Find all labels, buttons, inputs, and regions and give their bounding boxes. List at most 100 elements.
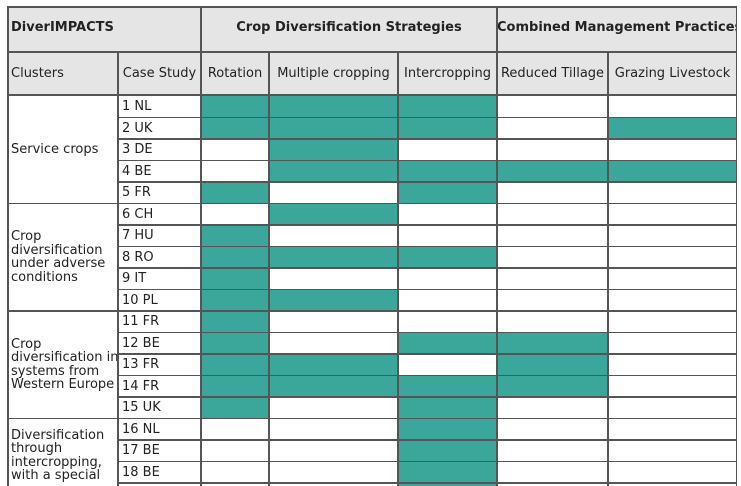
grid-line: [200, 6, 202, 486]
grid-line: [118, 116, 737, 119]
grid-line: [118, 331, 737, 334]
cluster-label: Diversification: [11, 427, 105, 443]
filled-cell: [398, 375, 497, 397]
cluster-label: conditions: [11, 269, 78, 285]
case-study-label: 14 FR: [122, 378, 160, 394]
grid-line: [118, 267, 737, 269]
case-study-label: 3 DE: [122, 142, 153, 157]
cluster-label: under adverse: [11, 256, 106, 272]
case-study-label: 2 UK: [122, 120, 153, 136]
filled-cell: [398, 182, 497, 204]
grid-line: [118, 224, 737, 226]
column-reduced-tillage: Reduced Tillage: [500, 66, 605, 81]
grid-line: [117, 52, 119, 486]
column-multiple-cropping: Multiple cropping: [277, 66, 390, 81]
filled-cell: [201, 375, 269, 397]
filled-cell: [201, 117, 269, 139]
grid-line: [118, 353, 737, 355]
filled-cell: [201, 268, 269, 290]
filled-cell: [608, 160, 737, 182]
cluster-label: Crop: [11, 229, 42, 245]
column-intercropping: Intercropping: [404, 66, 491, 81]
grid-line: [7, 6, 9, 486]
strategies-table: DiverIMPACTS Crop Diversification Strateg…: [7, 6, 737, 486]
filled-cell: [398, 160, 497, 182]
filled-cell: [497, 375, 608, 397]
cluster-label: intercropping,: [11, 454, 102, 470]
filled-cell: [269, 289, 398, 311]
case-study-label: 17 BE: [122, 443, 160, 458]
grid-line: [7, 417, 737, 420]
filled-cell: [269, 117, 398, 139]
filled-cell: [269, 246, 398, 268]
case-study-label: 16 NL: [122, 421, 160, 437]
filled-cell: [398, 483, 497, 486]
case-study-label: 1 NL: [122, 99, 152, 114]
cluster-label: through: [11, 441, 63, 456]
case-study-label: 10 PL: [122, 292, 158, 308]
case-study-label: 9 IT: [122, 271, 147, 286]
case-study-label: 18 BE: [122, 464, 160, 480]
grid-line: [268, 52, 270, 486]
filled-cell: [398, 397, 497, 419]
filled-cell: [201, 332, 269, 354]
cluster-label: with a special: [11, 468, 101, 483]
grid-line: [7, 202, 737, 205]
case-study-label: 15 UK: [122, 400, 161, 415]
grid-line: [7, 51, 737, 53]
grid-line: [118, 396, 737, 398]
grid-line: [118, 245, 737, 248]
cluster-label: diversification in: [11, 350, 119, 366]
cluster-label: systems from: [11, 363, 100, 379]
filled-cell: [201, 397, 269, 419]
grid-line: [118, 181, 737, 183]
filled-cell: [201, 246, 269, 268]
filled-cell: [269, 96, 398, 118]
case-study-label: 12 BE: [122, 335, 160, 351]
grid-line: [118, 159, 737, 162]
filled-cell: [398, 96, 497, 118]
grid-line: [735, 6, 737, 486]
filled-cell: [269, 139, 398, 161]
cluster-label: Service crops: [11, 142, 99, 157]
filled-cell: [201, 289, 269, 311]
case-study-label: 13 FR: [122, 357, 160, 372]
filled-cell: [269, 375, 398, 397]
column-rotation: Rotation: [207, 66, 263, 81]
case-study-label: 11 FR: [122, 314, 160, 329]
grid-line: [496, 6, 498, 486]
grid-line: [607, 52, 609, 486]
cluster-label: diversification: [11, 242, 103, 258]
filled-cell: [398, 332, 497, 354]
grid-line: [397, 52, 399, 486]
grid-line: [118, 439, 737, 441]
filled-cell: [269, 203, 398, 225]
case-study-label: 5 FR: [122, 185, 151, 200]
filled-cell: [398, 440, 497, 462]
grid-line: [118, 460, 737, 463]
grid-line: [7, 94, 737, 96]
filled-cell: [269, 160, 398, 182]
cluster-label: Crop: [11, 336, 42, 352]
grid-line: [7, 310, 737, 312]
case-study-label: 4 BE: [122, 163, 152, 179]
group-crop-diversification: Crop Diversification Strategies: [236, 20, 462, 35]
column-clusters: Clusters: [11, 66, 64, 81]
filled-cell: [201, 354, 269, 376]
filled-cell: [497, 332, 608, 354]
grid-line: [118, 288, 737, 291]
grid-line: [118, 482, 737, 484]
filled-cell: [201, 96, 269, 118]
case-study-label: 6 CH: [122, 206, 154, 222]
column-grazing-livestock: Grazing Livestock: [614, 66, 731, 81]
filled-cell: [398, 461, 497, 483]
filled-cell: [269, 354, 398, 376]
filled-cell: [398, 246, 497, 268]
filled-cell: [201, 225, 269, 247]
filled-cell: [398, 117, 497, 139]
case-study-label: 8 RO: [122, 249, 154, 265]
cluster-label: Western Europe: [11, 377, 115, 393]
brand-title: DiverIMPACTS: [11, 20, 114, 35]
case-study-label: 7 HU: [122, 228, 154, 243]
header-band: [7, 6, 737, 95]
